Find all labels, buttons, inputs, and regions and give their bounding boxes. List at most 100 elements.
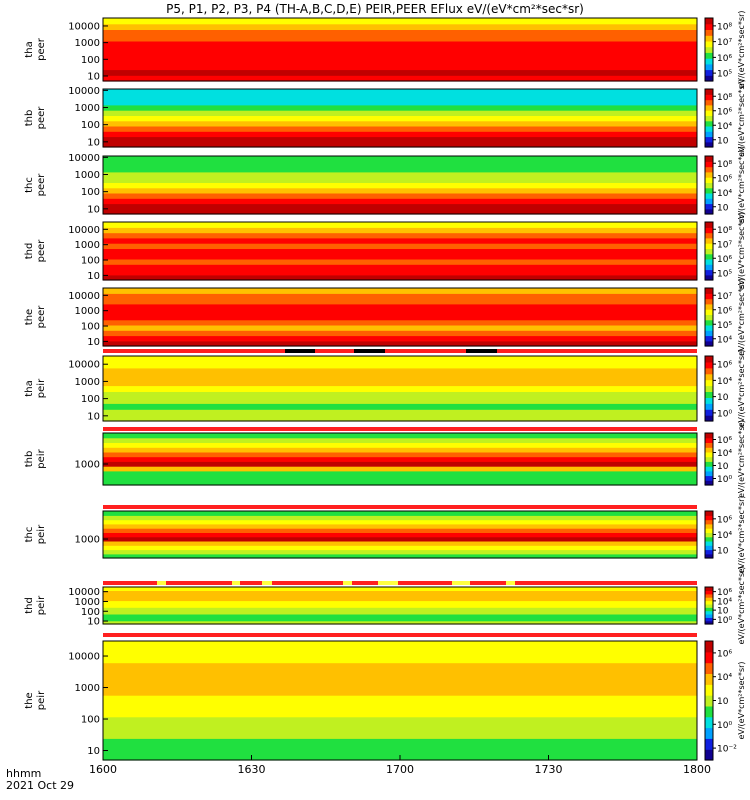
y-tick-label: 100 bbox=[81, 322, 100, 333]
spectrogram-band bbox=[103, 641, 697, 652]
colorbar-segment bbox=[705, 728, 713, 739]
spectrogram-band bbox=[103, 380, 697, 387]
y-tick-label: 100 bbox=[81, 187, 100, 198]
colorbar-segment bbox=[705, 35, 713, 41]
colorbar-segment bbox=[705, 447, 713, 452]
spectrogram-band bbox=[103, 403, 697, 410]
colorbar-tick-label: 10⁻² bbox=[717, 745, 737, 755]
colorbar-segment bbox=[705, 204, 713, 210]
y-tick-label: 100 bbox=[81, 715, 100, 726]
spectrogram-band bbox=[103, 738, 697, 749]
colorbar-tick-label: 10⁰ bbox=[717, 616, 732, 626]
panel-probe-label: the bbox=[24, 692, 35, 708]
colorbar-tick-label: 10⁴ bbox=[717, 449, 732, 459]
status-flag-segment bbox=[262, 581, 272, 585]
date-label: 2021 Oct 29 bbox=[6, 779, 74, 792]
spectrogram-band bbox=[103, 374, 697, 381]
panel-probe-label: thc bbox=[24, 177, 35, 193]
status-flag-segment bbox=[354, 349, 385, 353]
colorbar-segment bbox=[705, 452, 713, 457]
panel-probe-label: the bbox=[24, 309, 35, 325]
spectrogram-band bbox=[103, 204, 697, 210]
colorbar-segment bbox=[705, 52, 713, 58]
colorbar-unit-label: eV/(eV*cm²*sec*sr) bbox=[737, 661, 746, 739]
colorbar-segment bbox=[705, 684, 713, 695]
colorbar-segment bbox=[705, 537, 713, 542]
colorbar-tick-label: 10⁸ bbox=[717, 160, 732, 170]
colorbar-unit-label: eV/(eV*cm²*sec*sr) bbox=[737, 566, 746, 644]
spectrogram-band bbox=[103, 18, 697, 24]
panel-species-label: peer bbox=[36, 106, 47, 130]
spectrogram-band bbox=[103, 167, 697, 173]
spectrogram-band bbox=[103, 550, 697, 555]
spectrogram-band bbox=[103, 511, 697, 516]
colorbar-tick-label: 10⁵ bbox=[717, 321, 732, 331]
colorbar-segment bbox=[705, 386, 713, 393]
panel-probe-label: tha bbox=[24, 380, 35, 396]
y-tick-label: 10 bbox=[87, 271, 100, 282]
colorbar-segment bbox=[705, 188, 713, 194]
colorbar-segment bbox=[705, 356, 713, 363]
colorbar-segment bbox=[705, 749, 713, 760]
colorbar-segment bbox=[705, 172, 713, 178]
y-tick-label: 100 bbox=[81, 394, 100, 405]
colorbar-tick-label: 10⁲ bbox=[717, 393, 729, 403]
spectrogram-band bbox=[103, 362, 697, 369]
colorbar-segment bbox=[705, 309, 713, 315]
spectrogram-band bbox=[103, 717, 697, 728]
y-tick-label: 1000 bbox=[75, 597, 100, 608]
panel-species-label: peer bbox=[36, 239, 47, 263]
colorbar-segment bbox=[705, 18, 713, 24]
y-tick-label: 1000 bbox=[75, 377, 100, 388]
colorbar-segment bbox=[705, 641, 713, 652]
spectrogram-band bbox=[103, 41, 697, 47]
y-tick-label: 1000 bbox=[75, 683, 100, 694]
spectrogram-band bbox=[103, 447, 697, 452]
colorbar-segment bbox=[705, 550, 713, 555]
spectrogram-band bbox=[103, 30, 697, 36]
colorbar-segment bbox=[705, 131, 713, 137]
colorbar-tick-label: 10⁶ bbox=[717, 255, 732, 265]
status-flag-bar bbox=[103, 581, 697, 585]
colorbar-segment bbox=[705, 248, 713, 254]
spectrogram-band bbox=[103, 706, 697, 717]
spectrogram-band bbox=[103, 238, 697, 244]
colorbar-segment bbox=[705, 70, 713, 76]
spectrogram-band bbox=[103, 320, 697, 326]
spectrogram-band bbox=[103, 288, 697, 294]
colorbar-segment bbox=[705, 233, 713, 239]
spectrogram-band bbox=[103, 466, 697, 471]
colorbar-segment bbox=[705, 476, 713, 481]
spectrogram-band bbox=[103, 100, 697, 106]
colorbar-segment bbox=[705, 41, 713, 47]
spectrogram-band bbox=[103, 386, 697, 393]
spectrogram-band bbox=[103, 457, 697, 462]
panel-species-label: peer bbox=[36, 305, 47, 329]
spectrogram-band bbox=[103, 233, 697, 239]
panel-probe-label: thd bbox=[24, 243, 35, 260]
colorbar-segment bbox=[705, 587, 713, 591]
status-flag-segment bbox=[285, 349, 315, 353]
colorbar-unit-label: eV/(eV*cm²*sec*sr) bbox=[737, 420, 746, 498]
spectrogram-band bbox=[103, 330, 697, 336]
y-tick-label: 10000 bbox=[68, 21, 100, 32]
y-tick-label: 10 bbox=[87, 337, 100, 348]
colorbar-tick-label: 10⁷ bbox=[717, 240, 732, 250]
colorbar-segment bbox=[705, 110, 713, 116]
colorbar-segment bbox=[705, 24, 713, 30]
colorbar-segment bbox=[705, 541, 713, 546]
colorbar-segment bbox=[705, 58, 713, 64]
colorbar-segment bbox=[705, 511, 713, 516]
y-tick-label: 10 bbox=[87, 617, 100, 628]
spectrogram-band bbox=[103, 520, 697, 525]
y-tick-label: 10000 bbox=[68, 652, 100, 663]
colorbar-segment bbox=[705, 403, 713, 410]
colorbar-tick-label: 10⁰ bbox=[717, 721, 732, 731]
status-flag-bar bbox=[103, 633, 697, 637]
colorbar-unit-label: eV/(eV*cm²*sec*sr) bbox=[737, 349, 746, 427]
colorbar-segment bbox=[705, 94, 713, 100]
spectrogram-band bbox=[103, 270, 697, 276]
status-flag-segment bbox=[343, 581, 352, 585]
spectrogram-band bbox=[103, 652, 697, 663]
spectrogram-band bbox=[103, 259, 697, 265]
